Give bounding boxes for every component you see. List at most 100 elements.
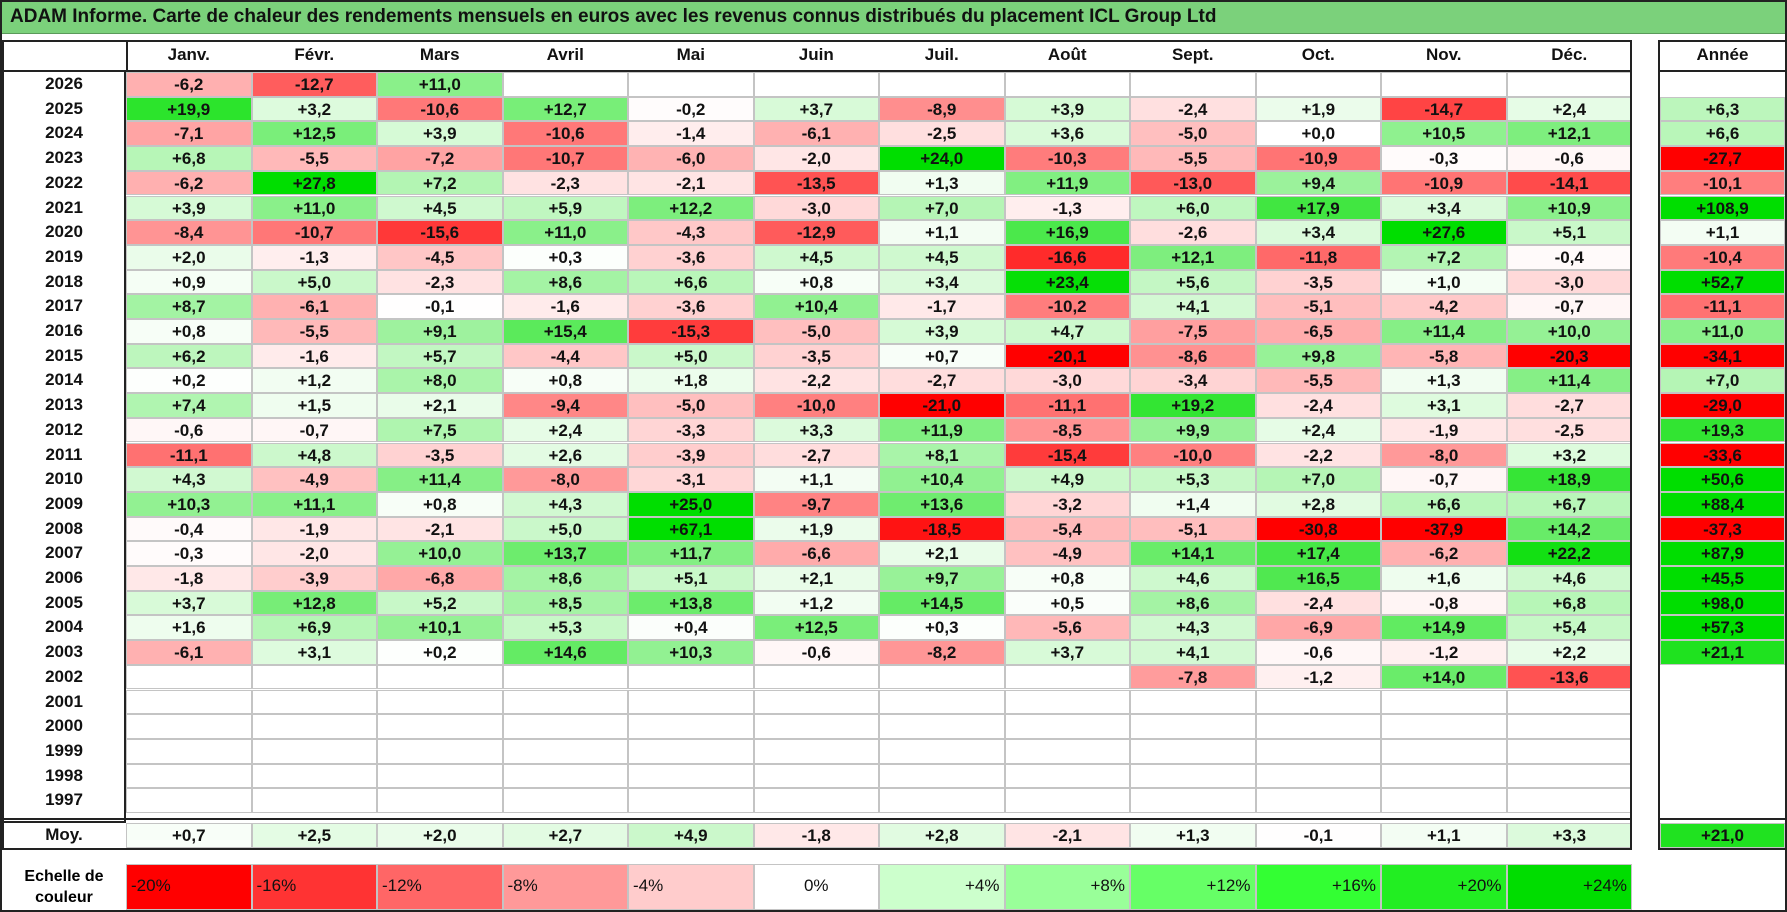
heatmap-cell: +2,4 [1506, 96, 1632, 122]
heatmap-cell: +5,0 [251, 269, 377, 295]
heatmap-cell: -6,0 [628, 146, 754, 171]
row-year-label: 2003 [45, 642, 83, 662]
heatmap-cell: -8,0 [502, 467, 628, 492]
row-year-label: 2019 [45, 246, 83, 266]
heatmap-cell: -2,3 [502, 170, 628, 196]
heatmap-cell: +3,6 [1004, 121, 1130, 147]
heatmap-cell: +5,2 [377, 590, 503, 616]
heatmap-cell: +19,2 [1130, 393, 1256, 418]
year-column-header: Année [1696, 45, 1749, 64]
heatmap-cell: +11,0 [502, 220, 628, 245]
heatmap-cell: +4,3 [1130, 615, 1256, 641]
heatmap-cell: -4,4 [502, 343, 628, 369]
heatmap-cell [1255, 738, 1381, 764]
heatmap-cell [1381, 714, 1507, 739]
heatmap-cell: -2,7 [879, 368, 1005, 394]
heatmap-cell: +1,9 [1255, 96, 1381, 122]
heatmap-cell: -1,6 [251, 343, 377, 369]
annual-cell: +21,1 [1660, 640, 1785, 665]
heatmap-cell [126, 689, 252, 715]
heatmap-cell [502, 763, 628, 789]
heatmap-cell: +1,3 [879, 170, 1005, 196]
annual-cell: +87,9 [1660, 541, 1785, 566]
row-year-label: 2015 [45, 345, 83, 365]
annual-cell: -33,6 [1660, 442, 1785, 468]
heatmap-cell [377, 664, 503, 690]
heatmap-cell [1255, 689, 1381, 715]
heatmap-cell [502, 738, 628, 764]
annual-cell [1660, 689, 1785, 715]
heatmap-cell: +5,3 [502, 615, 628, 641]
heatmap-cell [1130, 788, 1256, 813]
heatmap-cell: -4,5 [377, 244, 503, 270]
heatmap-cell: +11,4 [1506, 368, 1632, 394]
average-label: Moy. [45, 825, 83, 844]
heatmap-cell: +1,9 [753, 516, 879, 542]
heatmap-cell: -2,6 [1130, 220, 1256, 245]
annual-cell: +45,5 [1660, 566, 1785, 591]
heatmap-cell [628, 689, 754, 715]
heatmap-cell: -1,4 [628, 121, 754, 147]
heatmap-cell: +2,8 [1255, 491, 1381, 517]
heatmap-cell: +8,6 [502, 566, 628, 591]
heatmap-cell: +5,7 [377, 343, 503, 369]
heatmap-cell: -15,4 [1004, 442, 1130, 468]
heatmap-cell [1381, 689, 1507, 715]
heatmap-cell [1381, 788, 1507, 813]
heatmap-cell: +12,5 [251, 121, 377, 147]
heatmap-cell: -5,5 [251, 146, 377, 171]
heatmap-cell: +10,4 [879, 467, 1005, 492]
heatmap-cell [879, 664, 1005, 690]
heatmap-cell: -9,7 [753, 491, 879, 517]
heatmap-cell: -3,5 [1255, 269, 1381, 295]
heatmap-cell: -8,5 [1004, 417, 1130, 443]
heatmap-cell: +5,1 [1506, 220, 1632, 245]
heatmap-cell [251, 763, 377, 789]
heatmap-cell: -8,4 [126, 220, 252, 245]
heatmap-cell [251, 689, 377, 715]
heatmap-cell [628, 788, 754, 813]
page-title: ADAM Informe. Carte de chaleur des rende… [0, 0, 1787, 34]
heatmap-cell: +4,3 [126, 467, 252, 492]
heatmap-cell: +3,9 [1004, 96, 1130, 122]
heatmap-cell: -1,8 [126, 566, 252, 591]
average-cell: +2,0 [377, 823, 503, 848]
heatmap-cell: +5,6 [1130, 269, 1256, 295]
heatmap-cell: -2,0 [753, 146, 879, 171]
average-cell: -2,1 [1004, 823, 1130, 848]
heatmap-cell: -6,2 [126, 72, 252, 97]
heatmap-cell: +9,7 [879, 566, 1005, 591]
heatmap-cell: +0,7 [879, 343, 1005, 369]
color-scale-step: +12% [1130, 863, 1256, 910]
heatmap-cell [753, 689, 879, 715]
heatmap-cell: -2,1 [628, 170, 754, 196]
heatmap-cell: -0,4 [1506, 244, 1632, 270]
heatmap-cell: +6,6 [628, 269, 754, 295]
annual-cell: -37,3 [1660, 516, 1785, 542]
heatmap-cell [1130, 72, 1256, 97]
heatmap-cell: +8,5 [502, 590, 628, 616]
heatmap-cell: +0,8 [753, 269, 879, 295]
row-year-label: 2018 [45, 271, 83, 291]
color-scale-step: +20% [1381, 863, 1507, 910]
row-year-label: 2021 [45, 197, 83, 217]
heatmap-cell: -2,3 [377, 269, 503, 295]
heatmap-cell: +12,2 [628, 195, 754, 221]
heatmap-cell: +0,8 [1004, 566, 1130, 591]
heatmap-cell: +12,8 [251, 590, 377, 616]
annual-cell: -11,1 [1660, 294, 1785, 319]
heatmap-cell: +27,6 [1381, 220, 1507, 245]
heatmap-cell: +13,7 [502, 541, 628, 566]
annual-cell [1660, 763, 1785, 789]
color-scale-step: 0% [753, 863, 879, 910]
heatmap-cell: -5,8 [1381, 343, 1507, 369]
heatmap-cell: -3,0 [1004, 368, 1130, 394]
heatmap-cell: +1,2 [753, 590, 879, 616]
heatmap-cell: +2,1 [753, 566, 879, 591]
heatmap-cell: +10,3 [628, 640, 754, 665]
annual-cell: +1,1 [1660, 220, 1785, 245]
heatmap-cell [1255, 72, 1381, 97]
heatmap-cell: +0,9 [126, 269, 252, 295]
heatmap-cell: -10,6 [502, 121, 628, 147]
heatmap-cell: -5,5 [1130, 146, 1256, 171]
